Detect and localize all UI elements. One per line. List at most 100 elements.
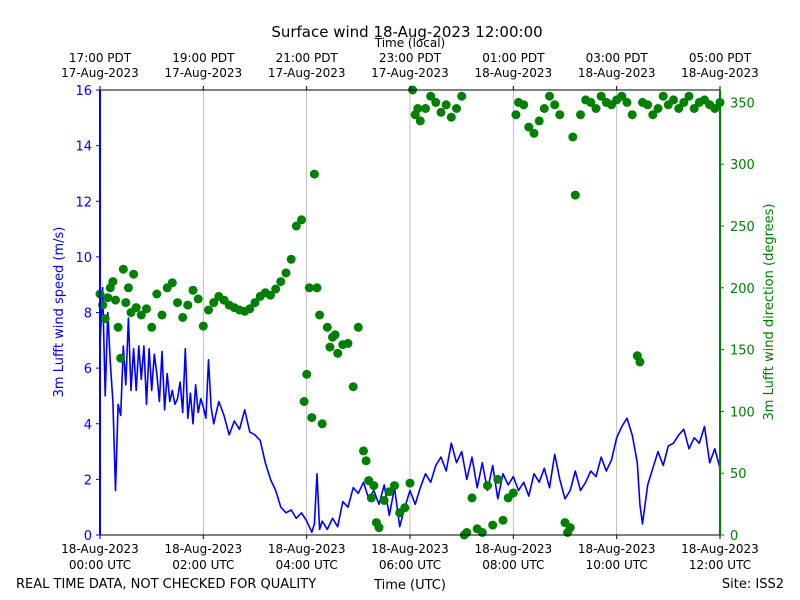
wind-direction-point	[271, 284, 281, 294]
vertical-gridlines	[202, 90, 618, 535]
right-tick-label: 0	[730, 529, 738, 544]
right-tick-label: 250	[730, 220, 755, 235]
wind-direction-point	[276, 277, 286, 287]
top-tick-label: 17-Aug-2023	[371, 66, 449, 80]
wind-direction-point	[390, 481, 399, 491]
wind-direction-point	[147, 322, 157, 332]
wind-direction-point	[653, 104, 663, 113]
wind-direction-point	[413, 104, 423, 113]
footer-site-label: Site: ISS2	[722, 577, 784, 592]
top-tick-label: 03:00 PDT	[586, 51, 649, 65]
right-tick-label: 50	[730, 467, 747, 482]
top-tick-label: 17-Aug-2023	[268, 66, 346, 80]
wind-direction-point	[555, 110, 565, 120]
x-tick-label: 18-Aug-2023	[268, 542, 346, 556]
top-tick-label: 18-Aug-2023	[681, 66, 759, 80]
wind-direction-point	[643, 100, 653, 110]
wind-direction-point	[317, 419, 327, 429]
x-tick-label: 02:00 UTC	[172, 558, 234, 572]
wind-direction-point	[286, 254, 296, 264]
wind-direction-point	[325, 342, 335, 352]
top-tick-label: 17:00 PDT	[69, 51, 132, 65]
wind-direction-point	[291, 221, 301, 231]
x-tick-label: 00:00 UTC	[69, 558, 131, 572]
wind-direction-point	[405, 478, 415, 488]
wind-direction-point	[617, 91, 627, 101]
wind-direction-point	[436, 107, 446, 117]
top-tick-label: 19:00 PDT	[172, 51, 235, 65]
wind-direction-point	[315, 310, 325, 320]
wind-direction-point	[198, 321, 208, 331]
wind-direction-point	[309, 169, 319, 179]
wind-direction-point	[452, 104, 461, 113]
wind-direction-point	[302, 369, 312, 379]
wind-direction-point	[374, 523, 384, 533]
wind-direction-point	[129, 269, 139, 279]
wind-direction-point	[281, 268, 291, 278]
wind-direction-point	[266, 290, 275, 300]
top-tick-label: 01:00 PDT	[482, 51, 545, 65]
wind-direction-point	[591, 104, 601, 113]
wind-direction-point	[467, 493, 477, 503]
wind-direction-point	[622, 97, 632, 107]
wind-direction-point	[539, 104, 549, 113]
top-tick-label: 21:00 PDT	[276, 51, 339, 65]
top-tick-label: 23:00 PDT	[379, 51, 442, 65]
wind-direction-point	[312, 283, 322, 293]
wind-direction-point	[545, 91, 554, 101]
wind-direction-point	[118, 264, 128, 274]
wind-direction-point	[348, 382, 358, 392]
wind-direction-point	[123, 283, 133, 293]
wind-direction-point	[421, 104, 430, 113]
x-tick-label: 18-Aug-2023	[578, 542, 656, 556]
right-tick-label: 300	[730, 158, 755, 173]
wind-direction-point	[511, 110, 521, 120]
footer-quality-note: REAL TIME DATA, NOT CHECKED FOR QUALITY	[16, 577, 316, 592]
wind-direction-point	[111, 295, 120, 305]
wind-direction-point	[178, 312, 188, 322]
wind-direction-point	[648, 110, 658, 120]
wind-direction-point	[431, 97, 441, 107]
wind-direction-point	[193, 294, 203, 304]
left-tick-label: 6	[84, 362, 92, 377]
wind-direction-point	[245, 304, 255, 314]
wind-direction-point	[426, 91, 436, 101]
wind-direction-point	[524, 122, 534, 132]
left-tick-label: 2	[84, 473, 92, 488]
wind-direction-point	[570, 190, 580, 200]
left-tick-label: 10	[75, 251, 92, 266]
wind-direction-point	[121, 298, 131, 308]
wind-direction-point	[477, 528, 487, 537]
wind-direction-point	[209, 298, 219, 308]
left-tick-label: 4	[84, 418, 92, 433]
wind-direction-point	[627, 110, 637, 120]
wind-direction-point	[361, 456, 371, 466]
x-tick-label: 18-Aug-2023	[371, 542, 449, 556]
top-tick-label: 17-Aug-2023	[165, 66, 243, 80]
wind-direction-point	[550, 100, 560, 110]
x-tick-label: 18-Aug-2023	[61, 542, 139, 556]
wind-direction-point	[113, 322, 123, 332]
wind-direction-point	[684, 91, 694, 101]
wind-direction-point	[400, 503, 410, 513]
wind-direction-point	[669, 95, 678, 105]
axes-ticks: 18-Aug-2023 00:00 UTC 18-Aug-2023 02:00 UTC…	[61, 51, 759, 572]
wind-direction-point	[534, 116, 544, 126]
wind-direction-point	[689, 104, 699, 113]
wind-direction-point	[297, 215, 306, 225]
wind-direction-point	[152, 289, 162, 299]
left-tick-label: 16	[75, 84, 92, 99]
wind-direction-point	[384, 487, 394, 497]
wind-direction-point	[457, 91, 467, 101]
wind-direction-point	[462, 528, 472, 537]
wind-speed-line	[99, 286, 721, 534]
wind-direction-point	[188, 285, 198, 295]
wind-direction-point	[415, 116, 425, 126]
wind-direction-point	[333, 348, 343, 358]
left-tick-label: 12	[75, 195, 92, 210]
wind-direction-point	[136, 310, 146, 320]
wind-direction-point	[493, 474, 503, 484]
wind-direction-point	[183, 300, 193, 310]
wind-direction-point	[116, 353, 126, 363]
